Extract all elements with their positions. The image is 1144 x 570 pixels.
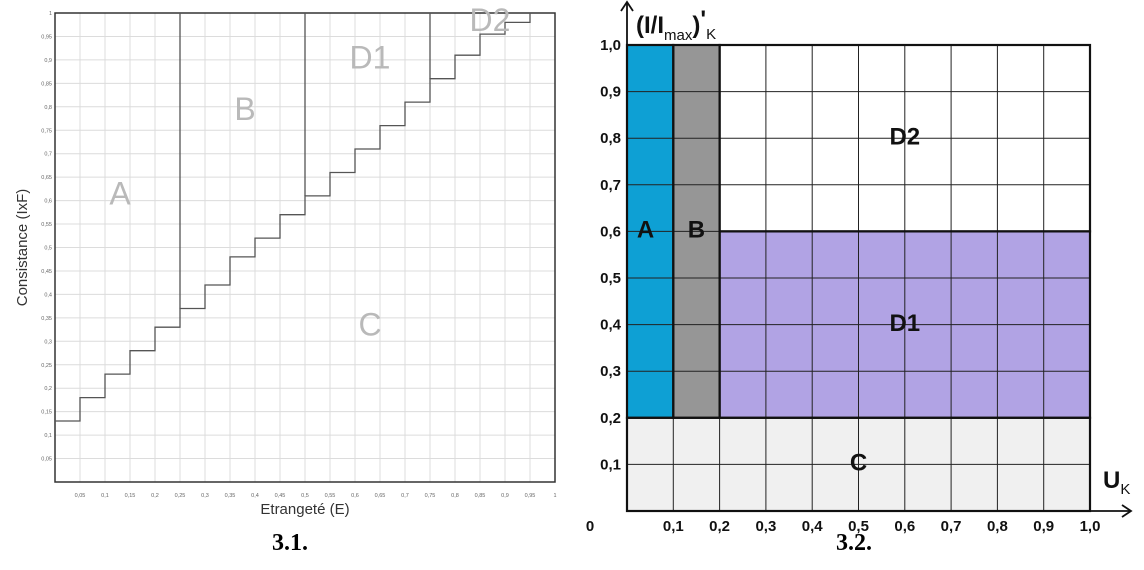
region-label-d1: D1: [889, 310, 920, 337]
region-label-d2: D2: [889, 124, 920, 151]
y-tick-label: 1: [49, 11, 52, 17]
y-tick-label: 0,35: [41, 316, 52, 322]
y-axis-arrow: [620, 0, 634, 12]
y-tick-label: 0,1: [600, 456, 621, 473]
y-tick-label: 0,5: [44, 246, 52, 252]
region-label-d2: D2: [470, 2, 511, 38]
x-tick-label: 1: [553, 493, 556, 499]
x-tick-label: 1,0: [1080, 518, 1101, 535]
x-tick-label: 0,75: [425, 493, 436, 499]
y-tick-label: 0,6: [44, 199, 52, 205]
region-label-b: B: [234, 91, 255, 127]
x-tick-label: 0,55: [325, 493, 336, 499]
region-label-d1: D1: [350, 39, 391, 75]
figure-1-caption: 3.1.: [272, 530, 308, 556]
y-tick-label: 0,15: [41, 410, 52, 416]
figure-2-region-chart: A B D1 D2 C 0,1 0,2 0,3 0,4 0,5 0,6 0,7 0,8 0,9 1,0 0,1…: [586, 0, 1133, 535]
x-tick-label: 0,5: [301, 493, 309, 499]
x-tick-label: 0,45: [275, 493, 286, 499]
y-tick-label: 0,75: [41, 128, 52, 134]
x-tick-label: 0,6: [351, 493, 359, 499]
region-label-b: B: [688, 217, 705, 244]
region-label-c: C: [358, 307, 381, 343]
region-label-a: A: [637, 217, 654, 244]
figure-1-grid-chart: A B C D1 D2 0,05 0,1 0,15 0,2 0,25 0,3 0,35 0,4 0,45 0…: [14, 2, 557, 518]
x-tick-label: 0,1: [663, 518, 684, 535]
y-tick-label: 1,0: [600, 37, 621, 54]
y-tick-label: 0,55: [41, 222, 52, 228]
y-tick-label: 0,6: [600, 223, 621, 240]
y-tick-label: 0,05: [41, 457, 52, 463]
y-tick-label: 0,9: [44, 58, 52, 64]
y-tick-label: 0,3: [44, 339, 52, 345]
region-label-a: A: [109, 175, 131, 211]
x-axis-title: UK: [1103, 467, 1130, 498]
x-tick-label: 0,1: [101, 493, 109, 499]
y-tick-label: 0,1: [44, 433, 52, 439]
y-tick-label: 0,3: [600, 363, 621, 380]
x-tick-label: 0,65: [375, 493, 386, 499]
x-tick-label: 0,9: [1033, 518, 1054, 535]
x-tick-label: 0,3: [755, 518, 776, 535]
x-axis-title: Etrangeté (E): [260, 501, 349, 518]
origin-label: 0: [586, 518, 594, 535]
figure-2-caption: 3.2.: [836, 530, 872, 556]
y-tick-label: 0,7: [44, 152, 52, 158]
y-axis-title: Consistance (IxF): [14, 189, 31, 307]
y-tick-label: 0,4: [44, 292, 52, 298]
x-tick-label: 0,9: [501, 493, 509, 499]
y-tick-label: 0,45: [41, 269, 52, 275]
x-tick-label: 0,05: [75, 493, 86, 499]
y-tick-label: 0,95: [41, 34, 52, 40]
y-tick-label: 0,2: [600, 410, 621, 427]
y-tick-label: 0,9: [600, 84, 621, 101]
y-tick-label: 0,2: [44, 386, 52, 392]
region-outline: [718, 43, 1092, 233]
x-tick-label: 0,5: [848, 518, 869, 535]
y-tick-label: 0,85: [41, 81, 52, 87]
region-label-c: C: [850, 450, 867, 477]
x-tick-label: 0,7: [401, 493, 409, 499]
x-tick-label: 0,2: [151, 493, 159, 499]
x-tick-label: 0,35: [225, 493, 236, 499]
x-tick-label: 0,95: [525, 493, 536, 499]
x-tick-label: 0,2: [709, 518, 730, 535]
y-axis-title: (I/Imax)'K: [636, 6, 716, 44]
y-tick-label: 0,7: [600, 177, 621, 194]
y-tick-label: 0,65: [41, 175, 52, 181]
x-tick-label: 0,3: [201, 493, 209, 499]
y-tick-label: 0,8: [44, 105, 52, 111]
x-tick-label: 0,6: [894, 518, 915, 535]
x-tick-label: 0,85: [475, 493, 486, 499]
x-tick-label: 0,7: [941, 518, 962, 535]
y-tick-label: 0,5: [600, 270, 621, 287]
x-axis-arrow: [1121, 504, 1133, 518]
x-tick-label: 0,8: [987, 518, 1008, 535]
x-tick-label: 0,4: [802, 518, 824, 535]
x-tick-label: 0,25: [175, 493, 186, 499]
y-tick-label: 0,8: [600, 130, 621, 147]
staircase-boundary-line: [55, 13, 531, 422]
x-tick-label: 0,4: [251, 493, 259, 499]
y-tick-label: 0,4: [600, 317, 622, 334]
x-tick-label: 0,15: [125, 493, 136, 499]
x-tick-label: 0,8: [451, 493, 459, 499]
y-tick-label: 0,25: [41, 363, 52, 369]
